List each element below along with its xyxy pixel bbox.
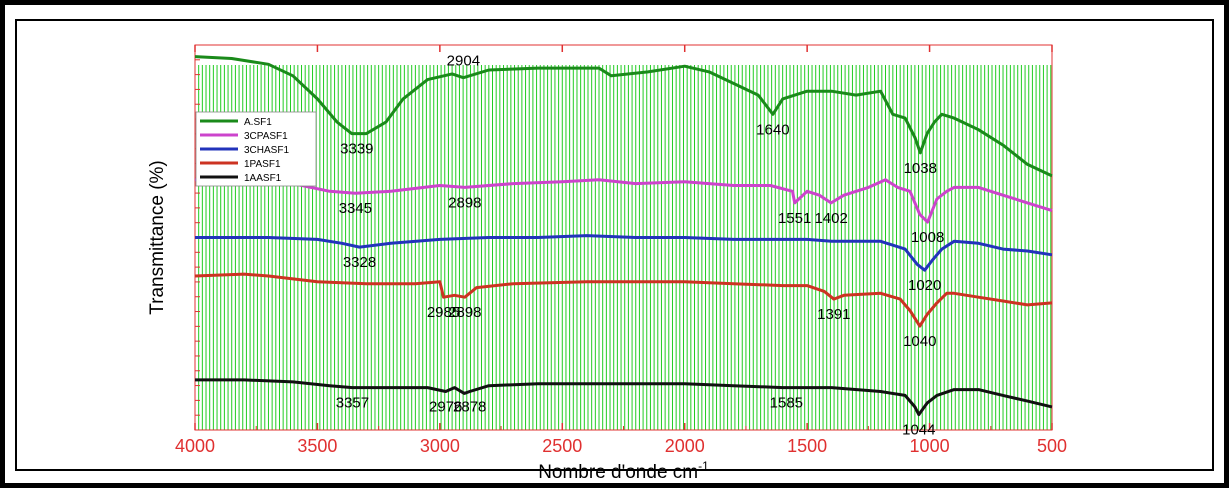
x-axis-label-text: Nombre d'onde cm (538, 462, 698, 483)
peak-label: 1008 (911, 229, 944, 246)
series-line (195, 178, 1053, 224)
peak-label: 1038 (904, 160, 937, 177)
x-tick-label: 1500 (787, 436, 827, 456)
x-tick-label: 500 (1037, 436, 1067, 456)
peak-label: 2898 (448, 304, 481, 321)
peak-label: 3345 (339, 200, 372, 217)
legend-label: 1AASF1 (244, 173, 282, 184)
peak-label: 3357 (336, 395, 369, 412)
peak-label: 2976 (429, 399, 462, 416)
peak-label: 2904 (447, 53, 480, 70)
x-tick-label: 3500 (297, 436, 337, 456)
legend-label: 1PASF1 (244, 159, 281, 170)
legend-label: 3CHASF1 (244, 145, 289, 156)
peak-label: 2878 (453, 399, 486, 416)
figure-frame: 4000 3500 3000 2500 2000 1500 1000 500 3339 2904… (5, 5, 1224, 483)
x-tick-label: 2500 (542, 436, 582, 456)
peak-label: 1040 (903, 333, 936, 350)
x-axis-label-superscript: -1 (698, 459, 709, 473)
series-line (195, 378, 1053, 417)
ftir-chart: 4000 3500 3000 2500 2000 1500 1000 500 3339 2904… (147, 44, 1067, 483)
legend-label: 3CPASF1 (244, 131, 288, 142)
peak-annotations: 3339 2904 1640 1038 3345 2898 1551 1402 1008 3328… (336, 53, 945, 439)
x-tick-label: 4000 (175, 436, 215, 456)
peak-label: 2985 (427, 304, 460, 321)
peak-label: 1402 (814, 210, 847, 227)
peak-label: 1585 (770, 395, 803, 412)
series-line (194, 272, 1053, 328)
series-line (194, 55, 1053, 178)
peak-label: 3328 (343, 254, 376, 271)
peak-label: 1551 (778, 210, 811, 227)
legend-label: A.SF1 (244, 117, 272, 128)
peak-label: 1044 (902, 422, 935, 439)
peak-label: 2898 (448, 194, 481, 211)
x-tick-label: 1000 (910, 436, 950, 456)
legend: A.SF1 3CPASF1 3CHASF1 1PASF1 1AASF1 (195, 111, 317, 187)
grid-lines (194, 65, 1052, 430)
y-axis-label: Transmittance (%) (147, 160, 168, 315)
series-lines (194, 55, 1053, 417)
x-tick-label: 3000 (420, 436, 460, 456)
x-axis-label: Nombre d'onde cm-1 (538, 459, 709, 483)
peak-label: 1640 (756, 121, 789, 138)
peak-label: 3339 (340, 141, 373, 158)
series-line (195, 234, 1053, 272)
x-tick-label: 2000 (665, 436, 705, 456)
peak-label: 1391 (817, 306, 850, 323)
peak-label: 1020 (908, 277, 941, 294)
x-ticks: 4000 3500 3000 2500 2000 1500 1000 500 (175, 45, 1067, 456)
